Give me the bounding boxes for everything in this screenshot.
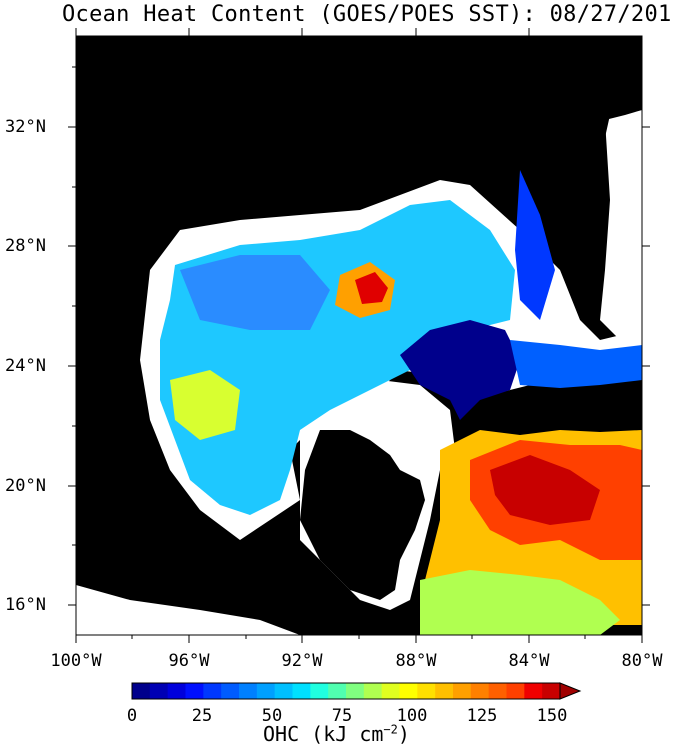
ohc-yellow-patch [170, 370, 240, 440]
lat-label-16n: 16°N [5, 595, 46, 615]
map-title: Ocean Heat Content (GOES/POES SST): 08/2… [62, 2, 672, 27]
colorbar-label-25: 25 [191, 706, 213, 726]
colorbar-swatch [399, 683, 418, 699]
lat-label-28n: 28°N [5, 236, 46, 256]
colorbar-swatch [524, 683, 543, 699]
colorbar-swatch [185, 683, 204, 699]
colorbar-swatch [203, 683, 222, 699]
colorbar-swatch [274, 683, 293, 699]
colorbar-swatch [167, 683, 186, 699]
colorbar-swatch [310, 683, 329, 699]
colorbar-label-75: 75 [331, 706, 353, 726]
lat-label-32n: 32°N [5, 117, 46, 137]
colorbar-swatch [292, 683, 311, 699]
lon-label-92w: 92°W [281, 651, 323, 671]
yucatan-land [300, 430, 425, 600]
colorbar-label-0: 0 [126, 706, 138, 726]
colorbar-swatch [363, 683, 383, 699]
colorbar-swatch [256, 683, 276, 699]
colorbar-swatch [381, 683, 400, 699]
colorbar-swatch [470, 683, 490, 699]
ohc-cold-loop [400, 320, 520, 420]
colorbar-swatch [542, 683, 561, 699]
north-america-land [76, 36, 642, 360]
shelf-nodata-florida-east [600, 110, 642, 355]
lon-label-84w: 84°W [508, 651, 550, 671]
ohc-warm-eddy-core [355, 272, 388, 304]
colorbar-swatch [417, 683, 436, 699]
colorbar-swatch [346, 683, 365, 699]
lon-label-100w: 100°W [50, 651, 102, 671]
colorbar-label-50: 50 [261, 706, 283, 726]
colorbar-swatch [221, 683, 240, 699]
colorbar-title: OHC (kJ cm−2) [263, 722, 410, 746]
colorbar-swatch [435, 683, 454, 699]
lat-label-24n: 24°N [5, 356, 46, 376]
lon-label-80w: 80°W [621, 651, 663, 671]
colorbar-swatch [149, 683, 169, 699]
caribbean-hot-core [490, 455, 600, 525]
colorbar-label-100: 100 [396, 706, 428, 726]
tick-marks [68, 28, 650, 643]
map-panel [75, 35, 643, 636]
colorbar-frame [131, 682, 561, 700]
lat-label-20n: 20°N [5, 476, 46, 496]
colorbar-swatch [453, 683, 472, 699]
colorbar-swatch [488, 683, 507, 699]
cuba-land [490, 370, 642, 430]
colorbar-swatch [132, 683, 151, 699]
colorbar-swatch [328, 683, 347, 699]
ohc-blue-patch-west [180, 255, 330, 330]
colorbar [131, 682, 582, 700]
lon-label-96w: 96°W [168, 651, 210, 671]
ohc-west-florida-shelf [515, 170, 555, 320]
caribbean-south-edge [420, 570, 620, 635]
colorbar-swatch [239, 683, 258, 699]
lon-label-88w: 88°W [395, 651, 437, 671]
ohc-florida-straits [510, 340, 642, 388]
colorbar-extend-arrow [559, 682, 582, 700]
colorbar-swatch [506, 683, 525, 699]
colorbar-label-125: 125 [466, 706, 498, 726]
colorbar-label-150: 150 [536, 706, 568, 726]
shelf-nodata-south [76, 585, 300, 635]
